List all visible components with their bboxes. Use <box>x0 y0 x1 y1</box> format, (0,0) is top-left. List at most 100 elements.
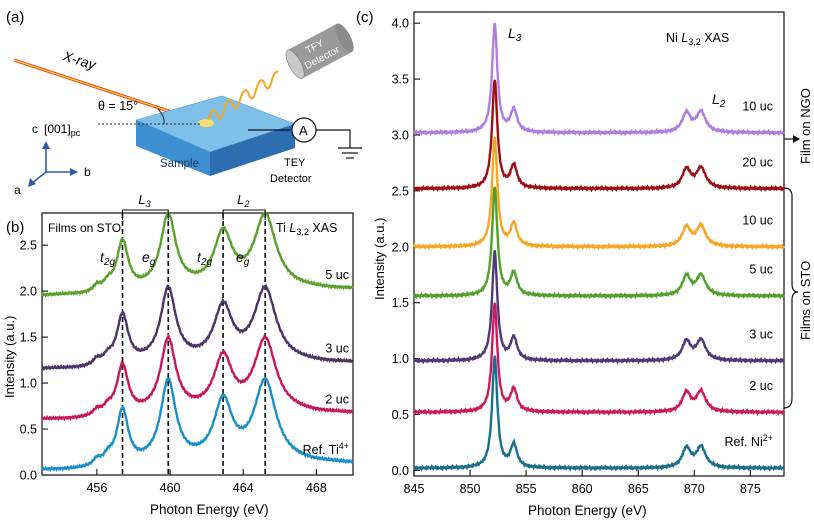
t2g-1-sub: 2g <box>103 257 116 268</box>
x-tick-label: 865 <box>628 482 649 496</box>
x-tick-label: 870 <box>684 482 705 496</box>
c-l2-main: L <box>712 91 720 107</box>
series-label-sup: 2+ <box>763 433 773 443</box>
t2g-2-main: t <box>197 249 202 265</box>
x-tick-label: 875 <box>740 482 761 496</box>
y-tick-label: 2.5 <box>392 184 409 198</box>
panel-b-label: (b) <box>6 219 24 236</box>
panel-c-title: Ni L3,2 XAS <box>666 31 729 47</box>
sample-front-face <box>136 120 210 176</box>
series-label: 10 uc <box>742 213 773 227</box>
panel-c-series-labels: 10 uc 20 uc 10 uc 5 uc 3 uc 2 uc Ref. Ni2+ <box>725 99 773 448</box>
c-l2-label: L2 <box>712 91 726 110</box>
panel-b-plot-frame <box>41 212 354 476</box>
axis-c-label: c <box>32 122 38 136</box>
series-line <box>413 186 785 300</box>
l3-sub: 3 <box>146 199 151 209</box>
x-tick-label: 860 <box>572 482 593 496</box>
y-tick-label: 3.0 <box>392 128 409 142</box>
l3-edge-label: L3 <box>138 192 150 209</box>
axis-a-head <box>28 178 36 187</box>
x-tick-label: 845 <box>404 482 425 496</box>
tfy-detector-body <box>287 23 352 79</box>
angle-label: θ = 15° <box>98 99 138 113</box>
y-tick-label: 0.5 <box>20 423 37 437</box>
fluorescence-wave <box>207 70 279 121</box>
panel-c: (c) 845 850 855 860 865 870 875 0.0 0.5 1.0 1.5 2.0… <box>356 9 813 518</box>
t2g-1-main: t <box>100 249 105 265</box>
series-label-name: 3 uc <box>325 342 349 356</box>
x-tick-label: 468 <box>306 481 327 495</box>
y-tick-label: 0.5 <box>392 408 409 422</box>
y-tick-label: 1.5 <box>20 331 37 345</box>
series-label: 20 uc <box>742 155 773 169</box>
axis-dir-label: [001]pc <box>44 122 81 138</box>
y-tick-label: 1.5 <box>392 296 409 310</box>
series-label-sup: 4+ <box>339 441 349 451</box>
series-label-name: 3 uc <box>749 327 773 341</box>
xray-label: X-ray <box>60 47 99 73</box>
axis-dir-main: [001] <box>44 122 71 136</box>
beam-spot <box>198 119 214 127</box>
panel-c-xlabel: Photon Energy (eV) <box>528 503 647 518</box>
l3-main: L <box>138 192 145 207</box>
series-label: 3 uc <box>325 342 349 356</box>
y-tick-label: 2.0 <box>20 285 37 299</box>
series-label: 2 uc <box>749 379 773 393</box>
l2-edge-label: L2 <box>237 192 249 209</box>
panel-c-title-main: Ni <box>666 31 681 45</box>
series-line <box>412 302 786 416</box>
series-label: 3 uc <box>749 327 773 341</box>
angle-arc <box>157 108 165 125</box>
y-tick-label: 1.0 <box>20 377 37 391</box>
x-tick-label: 855 <box>516 482 537 496</box>
films-on-sto-label: Films on STO <box>798 261 813 340</box>
series-line <box>413 355 786 472</box>
y-tick-label: 0.0 <box>392 464 409 478</box>
series-label: Ref. Ti4+ <box>303 441 349 457</box>
eg-2-main: e <box>236 249 244 265</box>
series-label-name: 5 uc <box>325 268 349 282</box>
axis-a-label: a <box>14 183 21 197</box>
y-tick-label: 2.0 <box>392 240 409 254</box>
ngo-arrow-head <box>793 135 800 143</box>
series-label-name: 5 uc <box>749 263 773 277</box>
series-line <box>413 22 785 137</box>
axis-b-label: b <box>84 165 91 179</box>
panel-b-ticks: 456 460 464 468 0.0 0.5 1.0 1.5 2.0 2.5 <box>20 239 327 495</box>
tfy-detector: TFY Detector <box>285 23 354 79</box>
panel-a-label: (a) <box>6 9 24 26</box>
tfy-detector-face <box>285 49 305 79</box>
series-line <box>41 209 354 298</box>
eg-label-2: eg <box>236 249 250 268</box>
panel-b-inset-label: Films on STO <box>48 221 121 235</box>
eg-1-sub: g <box>150 257 156 268</box>
series-label-name: Ref. Ti <box>303 443 339 457</box>
y-tick-label: 0.0 <box>20 469 37 483</box>
panel-c-ticks: 845 850 855 860 865 870 875 0.0 0.5 1.0 1.5 2.0 2.5 3… <box>392 17 761 496</box>
x-tick-label: 464 <box>233 481 254 495</box>
series-label-name: 10 uc <box>742 99 773 113</box>
tey-label-1: TEY <box>284 157 306 169</box>
panel-b-dashed-lines <box>121 213 266 475</box>
series-label-name: 10 uc <box>742 213 773 227</box>
series-label: 5 uc <box>749 263 773 277</box>
t2g-2-sub: 2g <box>200 257 213 268</box>
c-l3-label: L3 <box>508 25 522 44</box>
panel-b-xlabel: Photon Energy (eV) <box>150 502 269 517</box>
series-line <box>413 79 785 193</box>
x-tick-label: 456 <box>86 481 107 495</box>
series-label: 5 uc <box>325 268 349 282</box>
l2-bracket <box>222 209 266 220</box>
panel-b-series-labels: 5 uc 3 uc 2 uc Ref. Ti4+ <box>303 268 349 457</box>
c-l3-sub: 3 <box>516 33 522 44</box>
y-tick-label: 2.5 <box>20 239 37 253</box>
c-l2-sub: 2 <box>719 99 726 110</box>
eg-2-sub: g <box>244 257 250 268</box>
c-l3-main: L <box>508 25 516 41</box>
axis-dir-sub: pc <box>71 128 81 138</box>
series-line <box>41 283 355 372</box>
series-label-name: 2 uc <box>749 379 773 393</box>
series-label: 10 uc <box>742 99 773 113</box>
